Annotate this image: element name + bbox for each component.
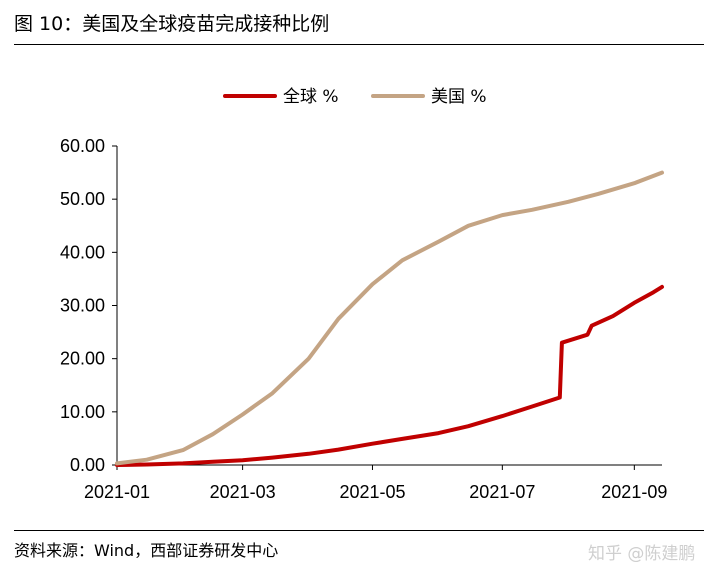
y-tick-label: 20.00 xyxy=(60,349,105,369)
y-tick-label: 30.00 xyxy=(60,296,105,316)
x-tick-label: 2021-01 xyxy=(84,482,150,502)
x-tick-label: 2021-09 xyxy=(601,482,667,502)
x-tick-label: 2021-03 xyxy=(210,482,276,502)
axes: 0.00 10.00 20.00 30.00 40.00 50.00 60.00 2021-0… xyxy=(60,136,667,502)
series-lines xyxy=(115,170,664,467)
figure-title: 图 10：美国及全球疫苗完成接种比例 xyxy=(14,13,330,35)
y-tick-label: 60.00 xyxy=(60,136,105,156)
source-note: 资料来源：Wind，西部证券研发中心 xyxy=(14,541,279,560)
x-tick-label: 2021-05 xyxy=(339,482,405,502)
y-tick-label: 10.00 xyxy=(60,402,105,422)
top-rule xyxy=(14,44,704,45)
legend: 全球 % 美国 % xyxy=(223,87,487,107)
series-line-0 xyxy=(115,284,664,467)
x-tick-label: 2021-07 xyxy=(469,482,535,502)
bottom-rule xyxy=(14,530,704,531)
y-tick-label: 40.00 xyxy=(60,242,105,262)
y-tick-label: 0.00 xyxy=(70,455,105,475)
watermark: 知乎 @陈建鹏 xyxy=(588,544,696,564)
legend-label-0: 全球 % xyxy=(283,87,339,107)
y-tick-label: 50.00 xyxy=(60,189,105,209)
legend-label-1: 美国 % xyxy=(431,87,487,107)
series-line-1 xyxy=(115,170,664,466)
